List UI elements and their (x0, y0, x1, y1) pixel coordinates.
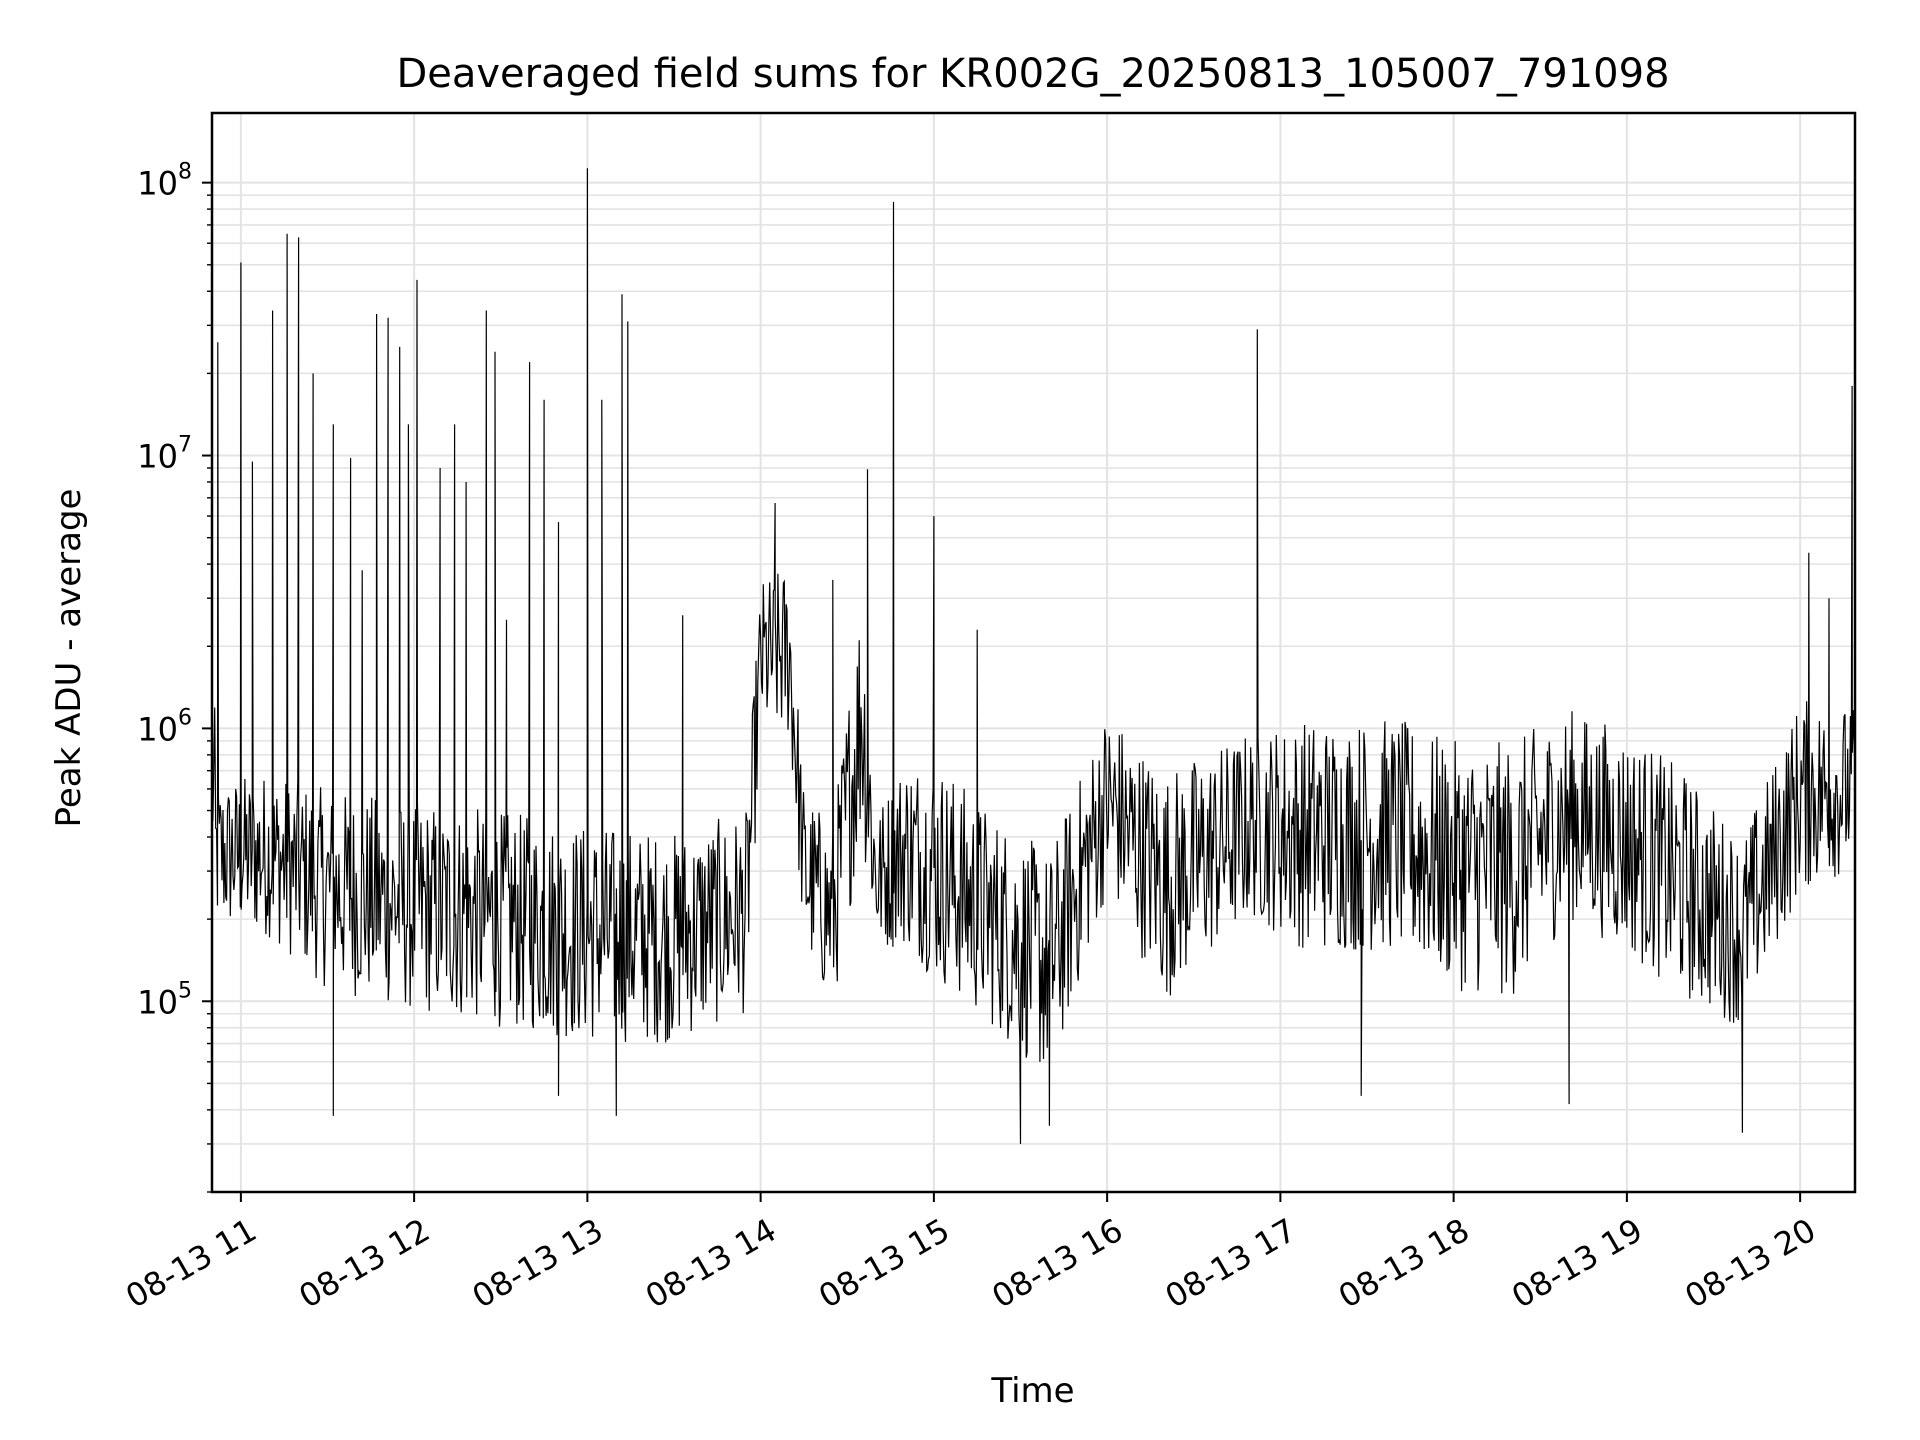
series-layer (211, 168, 1856, 1144)
y-axis: 105 106 107 108 (137, 160, 212, 1193)
y-tick-label: 107 (137, 433, 192, 476)
y-axis-label: Peak ADU - average (49, 489, 89, 828)
y-tick-label: 108 (137, 160, 192, 203)
y-tick-label: 105 (137, 978, 192, 1021)
y-tick-label: 106 (137, 705, 192, 748)
chart-title: Deaveraged field sums for KR002G_2025081… (396, 51, 1669, 97)
x-axis-label: Time (990, 1371, 1074, 1411)
series-line (211, 168, 1856, 1144)
plot-frame (210, 111, 1857, 1194)
